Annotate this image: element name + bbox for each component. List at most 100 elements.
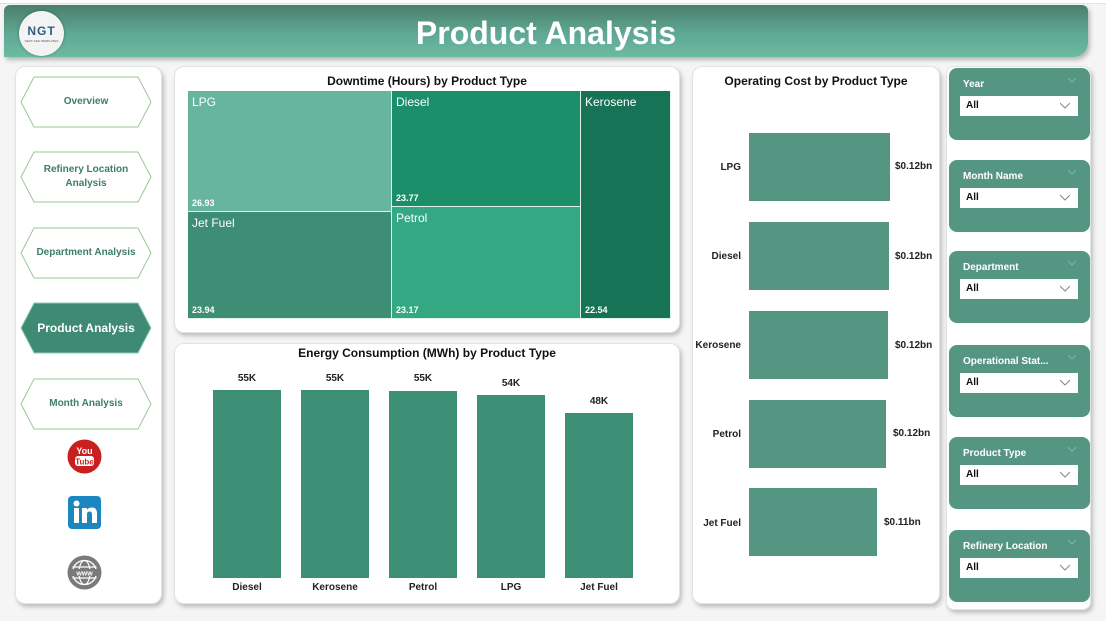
dropdown-value: All	[966, 562, 979, 573]
cost-chart-title: Operating Cost by Product Type	[724, 74, 908, 88]
bar-value: 55K	[413, 373, 433, 384]
cost-bar-kerosene[interactable]	[749, 311, 888, 379]
svg-text:Tube: Tube	[75, 458, 94, 467]
svg-text:You: You	[76, 446, 92, 456]
tile-label: Petrol	[396, 211, 428, 225]
energy-chart-title: Energy Consumption (MWh) by Product Type	[298, 346, 556, 360]
hexagon-shape	[20, 378, 152, 430]
nav-overview-button[interactable]: Overview	[20, 76, 152, 128]
nav-label: Overview	[63, 96, 109, 107]
tile-value: 26.93	[192, 198, 215, 208]
bar-value: $0.11bn	[884, 517, 921, 528]
bar-category: Jet Fuel	[703, 518, 741, 529]
dropdown-value: All	[966, 100, 979, 111]
dropdown-value: All	[966, 377, 979, 388]
chevron-down-icon[interactable]	[1068, 76, 1076, 84]
bar-value: $0.12bn	[895, 251, 933, 262]
chevron-down-icon	[1060, 564, 1070, 571]
bar-category: Diesel	[232, 582, 262, 593]
hexagon-shape	[20, 151, 152, 203]
bar-value: $0.12bn	[893, 428, 931, 439]
bar-value: $0.12bn	[895, 340, 933, 351]
cost-bar-jet-fuel[interactable]	[749, 488, 877, 556]
bar-category: Petrol	[408, 582, 438, 593]
youtube-icon[interactable]: You Tube	[67, 439, 102, 474]
chevron-down-icon	[1060, 379, 1070, 386]
slicer-label: Product Type	[963, 448, 1027, 459]
product-type-dropdown[interactable]: All	[960, 465, 1078, 485]
nav-month-button[interactable]: Month Analysis	[20, 378, 152, 430]
tile-value: 23.94	[192, 305, 215, 315]
energy-bar-kerosene[interactable]	[301, 390, 369, 578]
slicer-refinery-location: Refinery Location All	[949, 530, 1090, 602]
chevron-down-icon[interactable]	[1068, 168, 1076, 176]
bar-category: LPG	[500, 582, 522, 593]
top-strip	[0, 0, 1106, 4]
dropdown-value: All	[966, 283, 979, 294]
bar-category: Jet Fuel	[580, 582, 618, 593]
tile-label: Diesel	[396, 95, 430, 109]
slicer-label: Refinery Location	[963, 541, 1048, 552]
tile-label: Jet Fuel	[192, 216, 235, 230]
nav-label: Product Analysis	[37, 321, 135, 335]
bar-value: 55K	[237, 373, 257, 384]
operational-status-dropdown[interactable]: All	[960, 373, 1078, 393]
treemap-tile-diesel[interactable]: Diesel 23.77	[392, 91, 581, 207]
chevron-down-icon[interactable]	[1068, 259, 1076, 267]
hexagon-shape	[20, 76, 152, 128]
chevron-down-icon	[1060, 102, 1070, 109]
filter-panel	[946, 66, 1091, 610]
tile-value: 23.77	[396, 193, 419, 203]
logo-subtext: NEXT GEN TEMPLATES	[24, 39, 59, 43]
treemap-tile-petrol[interactable]: Petrol 23.17	[392, 207, 581, 319]
energy-bar-petrol[interactable]	[389, 391, 457, 578]
slicer-department: Department All	[949, 251, 1090, 323]
hexagon-shape	[20, 302, 152, 354]
nav-label: Month Analysis	[49, 398, 123, 409]
bar-value: 48K	[589, 396, 609, 407]
nav-refinery-location-button[interactable]: Refinery Location Analysis	[20, 151, 152, 203]
tile-label: LPG	[192, 95, 217, 109]
slicer-label: Year	[963, 79, 985, 90]
slicer-year: Year All	[949, 68, 1090, 140]
slicer-label: Month Name	[963, 171, 1023, 182]
treemap-title: Downtime (Hours) by Product Type	[327, 74, 527, 88]
treemap-tile-jet-fuel[interactable]: Jet Fuel 23.94	[188, 212, 392, 319]
department-dropdown[interactable]: All	[960, 279, 1078, 299]
page-title: Product Analysis	[415, 15, 677, 51]
slicer-month-name: Month Name All	[949, 160, 1090, 232]
svg-text:www: www	[75, 571, 93, 578]
tile-value: 22.54	[585, 305, 608, 315]
bar-value: $0.12bn	[895, 161, 933, 172]
month-name-dropdown[interactable]: All	[960, 188, 1078, 208]
linkedin-icon[interactable]	[67, 495, 102, 530]
bar-value: 55K	[325, 373, 345, 384]
chevron-down-icon[interactable]	[1068, 445, 1076, 453]
nav-department-button[interactable]: Department Analysis	[20, 227, 152, 279]
bar-category: Diesel	[711, 251, 741, 262]
company-logo: NGT NEXT GEN TEMPLATES	[19, 11, 64, 56]
year-dropdown[interactable]: All	[960, 96, 1078, 116]
cost-bar-petrol[interactable]	[749, 400, 886, 468]
website-globe-icon[interactable]: www	[67, 555, 102, 590]
slicer-label: Operational Stat...	[963, 356, 1049, 367]
bar-category: Kerosene	[312, 582, 358, 593]
slicer-product-type: Product Type All	[949, 437, 1090, 509]
treemap-tile-kerosene[interactable]: Kerosene 22.54	[581, 91, 671, 319]
tile-value: 23.17	[396, 305, 419, 315]
treemap-tile-lpg[interactable]: LPG 26.93	[188, 91, 392, 212]
energy-bar-diesel[interactable]	[213, 390, 281, 578]
dropdown-value: All	[966, 192, 979, 203]
chevron-down-icon[interactable]	[1068, 538, 1076, 546]
energy-bar-lpg[interactable]	[477, 395, 545, 578]
bar-category: Petrol	[712, 429, 741, 440]
energy-bar-jet-fuel[interactable]	[565, 413, 633, 578]
chevron-down-icon[interactable]	[1068, 353, 1076, 361]
slicer-operational-status: Operational Stat... All	[949, 345, 1090, 417]
dropdown-value: All	[966, 469, 979, 480]
cost-bar-lpg[interactable]	[749, 133, 890, 201]
bar-value: 54K	[501, 378, 521, 389]
nav-product-button[interactable]: Product Analysis	[20, 302, 152, 354]
cost-bar-diesel[interactable]	[749, 222, 889, 290]
refinery-location-dropdown[interactable]: All	[960, 558, 1078, 578]
